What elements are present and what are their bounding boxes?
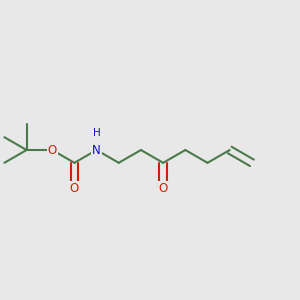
- Text: O: O: [70, 182, 79, 195]
- Text: H: H: [93, 128, 101, 138]
- Text: N: N: [92, 143, 101, 157]
- Text: O: O: [158, 182, 168, 195]
- Text: O: O: [48, 143, 57, 157]
